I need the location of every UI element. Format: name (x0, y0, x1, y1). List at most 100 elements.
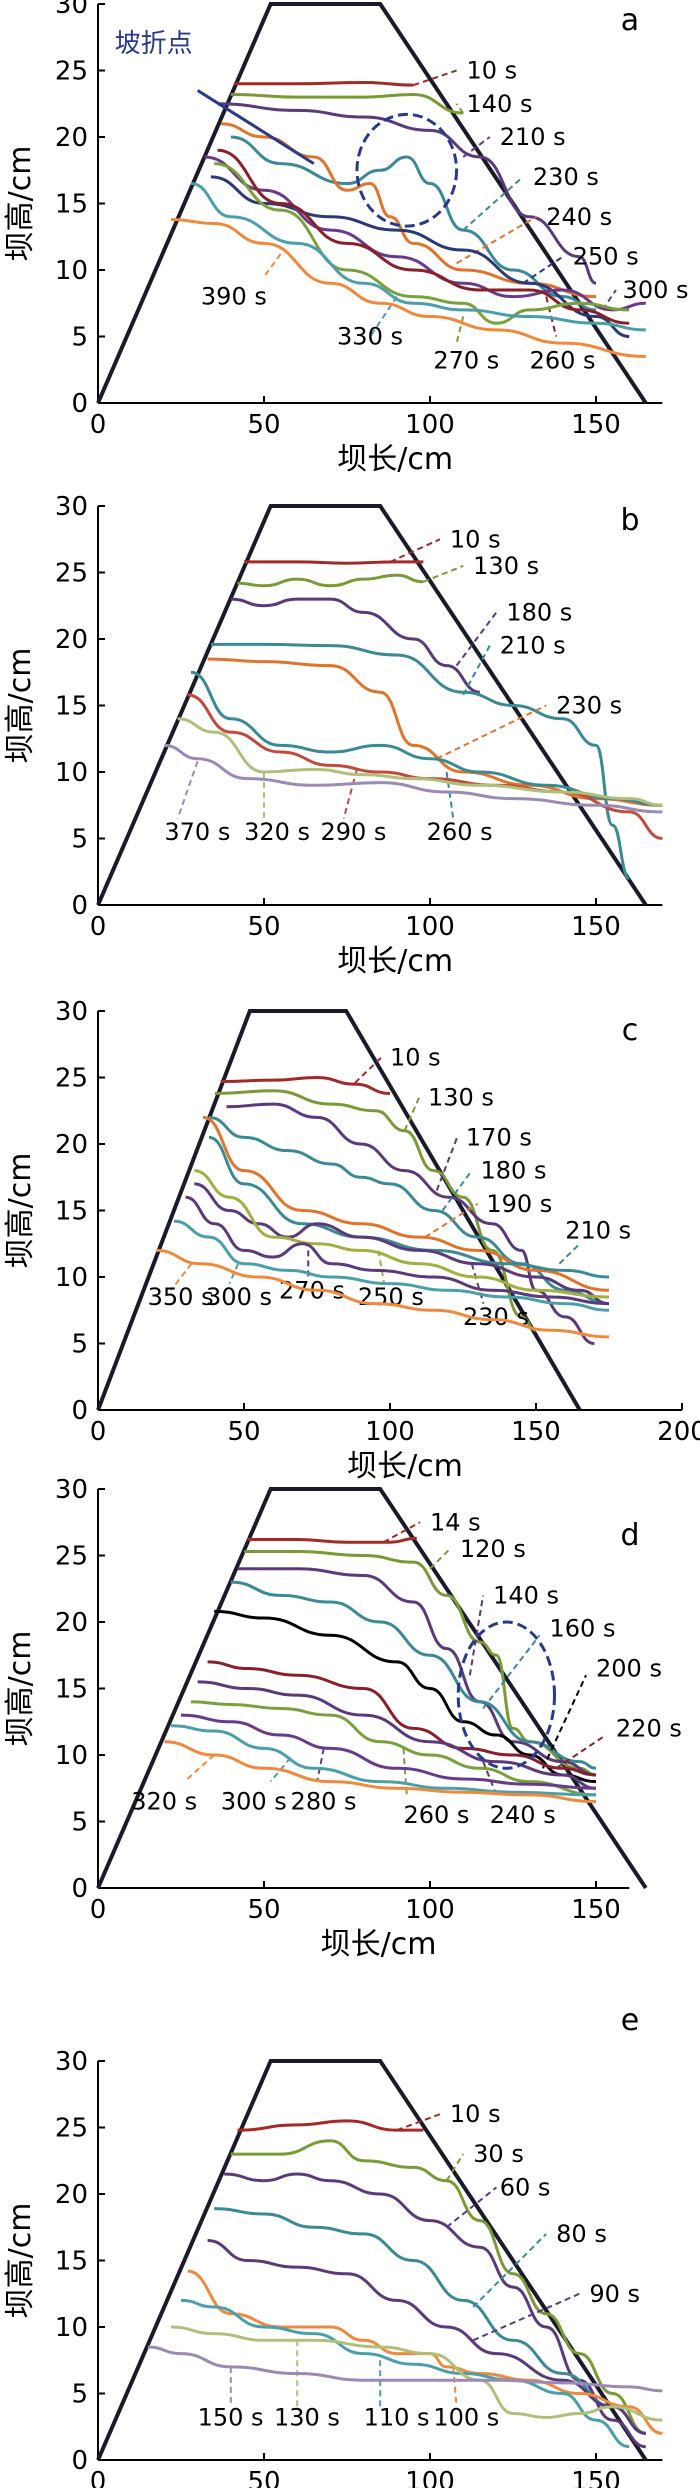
series-label: 320 s (244, 818, 310, 846)
y-axis-title: 坝高/cm (3, 2203, 38, 2319)
series-label: 180 s (481, 1157, 547, 1185)
panel-b: 0 5 10 15 20 25 30 0 50 100 150 坝长/cm 坝高/cm b 10 s130 … (3, 492, 663, 979)
series-label: 90 s (589, 2280, 640, 2308)
y-tick-label: 0 (71, 1396, 88, 1426)
series-line-320s (177, 717, 663, 807)
series-leader (183, 1754, 215, 1783)
series-label: 230 s (556, 692, 622, 720)
y-tick-label: 25 (55, 1064, 88, 1094)
series-leader (445, 2186, 498, 2229)
series-line-370s (164, 743, 663, 814)
series-label: 10 s (467, 57, 518, 85)
x-tick-label: 50 (227, 1417, 260, 1447)
series-line-30s (230, 2139, 647, 2435)
series-label: 180 s (506, 598, 572, 626)
x-axis-title: 坝长/cm (337, 944, 453, 979)
series-line-210s (217, 102, 597, 285)
y-tick-label: 25 (55, 2114, 88, 2144)
series-line-10s (244, 560, 424, 565)
series-label: 330 s (337, 323, 403, 351)
series-line-140s (230, 92, 464, 115)
series-label: 250 s (573, 243, 639, 271)
series-line-210s (210, 642, 631, 880)
y-tick-label: 0 (71, 2446, 88, 2476)
series-leader (558, 1243, 581, 1265)
series-line-140s (237, 1567, 597, 1777)
series-leader (396, 2113, 441, 2132)
series-label: 160 s (550, 1615, 616, 1643)
y-tick-label: 30 (55, 1475, 88, 1505)
series-label: 190 s (486, 1190, 552, 1218)
series-line-280s (180, 1713, 597, 1790)
series-line-80s (214, 2207, 647, 2435)
series-label: 10 s (450, 2100, 501, 2128)
series-label: 110 s (364, 2403, 430, 2431)
panel-c: 0 5 10 15 20 25 30 0 50 100 150 200 坝长/cm 坝高/cm c 10 s 1… (3, 997, 700, 1484)
series-label: 150 s (198, 2403, 264, 2431)
x-tick-label: 150 (571, 2467, 621, 2488)
series-label: 240 s (546, 203, 612, 231)
y-tick-label: 15 (55, 1675, 88, 1705)
series-label: 100 s (433, 2403, 499, 2431)
series-label: 210 s (565, 1216, 631, 1244)
series-leader (369, 296, 398, 338)
series-leader (354, 1056, 382, 1084)
series-leader (455, 316, 465, 344)
series-line-210s (208, 1135, 610, 1279)
series-line-180s (230, 597, 481, 694)
series-leader (436, 704, 547, 760)
x-tick-label: 150 (571, 410, 621, 440)
series-label: 14 s (430, 1508, 481, 1536)
series-line-230s (230, 135, 597, 312)
y-tick-label: 30 (55, 492, 88, 522)
series-line-260s (190, 1700, 597, 1797)
y-tick-label: 30 (55, 2047, 88, 2077)
x-tick-label: 100 (405, 1895, 455, 1925)
y-tick-label: 10 (55, 1741, 88, 1771)
series-leader (342, 769, 358, 819)
series-label: 140 s (493, 1581, 559, 1609)
y-tick-label: 20 (55, 1608, 88, 1638)
series-line-230s (207, 657, 663, 807)
series-leader (424, 1203, 479, 1238)
highlight-ellipse (355, 112, 459, 228)
y-tick-label: 15 (55, 2247, 88, 2277)
series-line-240s (197, 1680, 597, 1790)
series-label: 10 s (390, 1044, 441, 1072)
series-leader (413, 69, 457, 87)
series-line-330s (190, 182, 646, 332)
y-tick-label: 0 (71, 891, 88, 921)
series-leader (462, 176, 524, 231)
series-line-230s (194, 1182, 610, 1306)
series-label: 130 s (473, 552, 539, 580)
highlight-ellipse (456, 1620, 556, 1770)
series-label: 230 s (533, 163, 599, 191)
series-leader (472, 2233, 547, 2308)
series-label: 300 s (206, 1283, 272, 1311)
y-tick-label: 15 (55, 1197, 88, 1227)
series-leader (445, 2153, 465, 2182)
series-line-270s (185, 1195, 610, 1306)
panel-letter: d (620, 1518, 639, 1553)
series-label: 390 s (201, 283, 267, 311)
series-line-300s (173, 1219, 610, 1312)
x-tick-label: 150 (571, 1895, 621, 1925)
series-label: 240 s (490, 1801, 556, 1829)
x-axis-title: 坝长/cm (321, 1927, 437, 1962)
series-label: 10 s (450, 525, 501, 553)
x-tick-label: 0 (90, 410, 107, 440)
series-leader (445, 771, 455, 819)
series-label: 370 s (164, 818, 230, 846)
series-label: 210 s (500, 123, 566, 151)
x-tick-label: 50 (247, 1895, 280, 1925)
series-line-220s (207, 1660, 597, 1777)
series-label: 210 s (500, 632, 566, 660)
series-line-10s (237, 2119, 424, 2132)
y-tick-label: 20 (55, 2180, 88, 2210)
series-line-290s (187, 693, 663, 840)
y-tick-label: 10 (55, 758, 88, 788)
series-label: 80 s (556, 2220, 607, 2248)
series-leader (541, 1674, 587, 1769)
panel-letter: b (620, 503, 639, 538)
series-leader (422, 564, 464, 583)
